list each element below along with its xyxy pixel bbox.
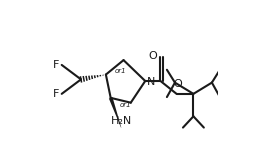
Text: F: F	[53, 60, 59, 70]
Text: F: F	[53, 89, 59, 99]
Text: O: O	[173, 79, 182, 89]
Text: or1: or1	[115, 68, 126, 74]
Text: H₂N: H₂N	[111, 116, 132, 126]
Text: or1: or1	[120, 102, 131, 108]
Text: O: O	[149, 51, 158, 61]
Polygon shape	[109, 97, 121, 128]
Text: N: N	[147, 77, 156, 87]
